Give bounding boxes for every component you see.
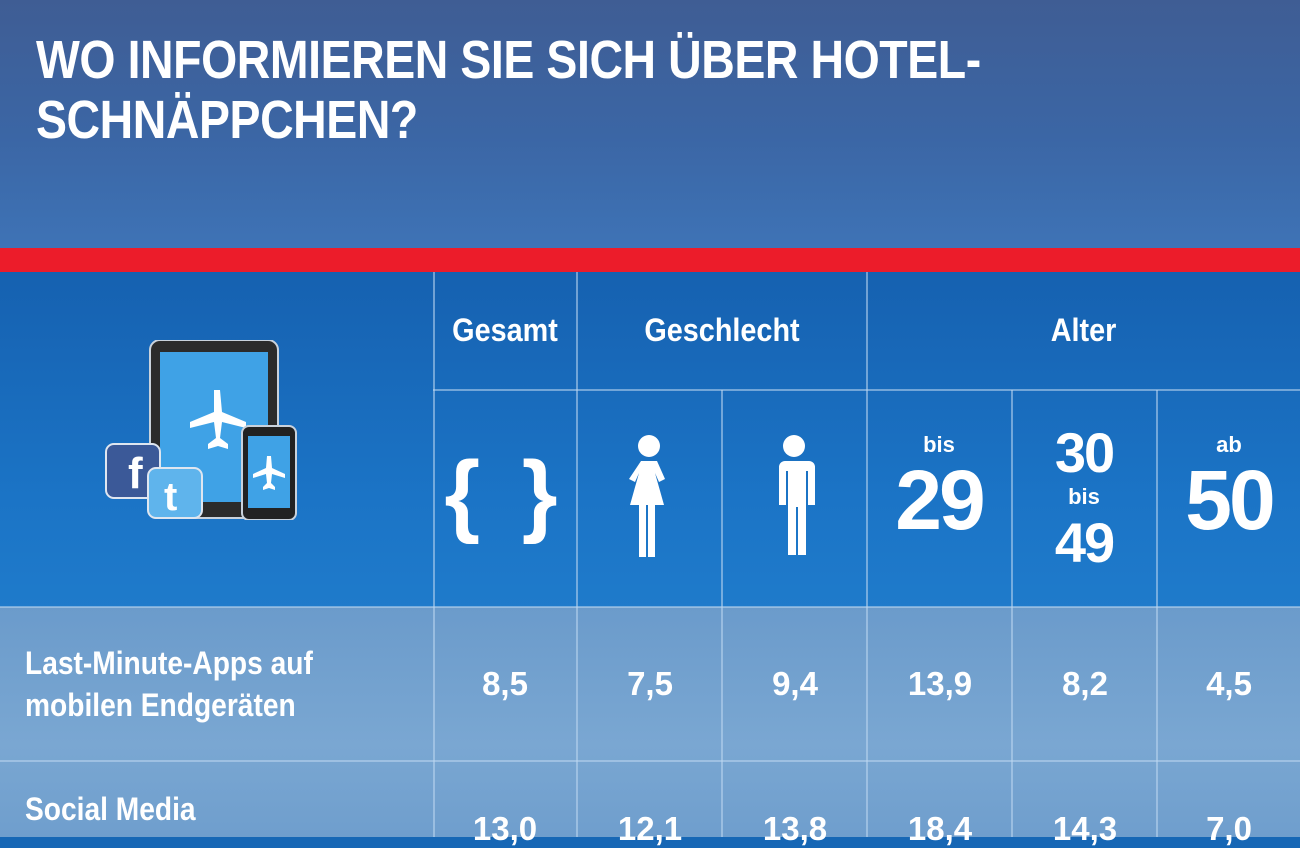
header-total: Gesamt [452, 312, 558, 348]
table-cell: 18,4 [907, 810, 973, 847]
grid-line [866, 272, 868, 837]
data-rows-background [0, 607, 1300, 837]
table-cell: 8,2 [1062, 665, 1108, 702]
table-cell: 14,3 [1052, 810, 1118, 847]
table-cell: 7,5 [627, 665, 673, 702]
row-label-line: mobilen Endgeräten [25, 687, 296, 723]
age3-prefix: ab [1216, 432, 1242, 457]
table-cell: 4,5 [1206, 665, 1252, 702]
grid-line [433, 272, 435, 837]
age2-mid: bis [1068, 484, 1100, 509]
table-cell: 12,1 [617, 810, 683, 847]
table-cell: 8,5 [482, 665, 528, 702]
woman-icon [577, 434, 721, 559]
title-line-1: WO INFORMIEREN SIE SICH ÜBER HOTEL- [36, 30, 981, 90]
age1-prefix: bis [923, 432, 955, 457]
tablet-phone-icon: f t [105, 339, 297, 521]
header-age: Alter [1050, 312, 1117, 348]
grid-line [433, 389, 1300, 391]
table-cell: 13,9 [907, 665, 973, 702]
svg-text:f: f [128, 449, 143, 498]
table-cell: 13,8 [762, 810, 828, 847]
grid-line [1156, 390, 1158, 837]
row-label-line: Social Media [25, 791, 196, 827]
total-braces-icon: { } [444, 443, 566, 545]
table-cell: 7,0 [1206, 810, 1252, 847]
grid-line [576, 272, 578, 837]
svg-text:t: t [164, 475, 177, 519]
table-cell: 9,4 [772, 665, 818, 702]
grid-line [0, 760, 1300, 762]
age3-number: 50 [1185, 453, 1275, 547]
man-icon [722, 434, 866, 559]
row-label-social: Social Media [25, 788, 196, 830]
grid-line [721, 390, 723, 837]
page-title: WO INFORMIEREN SIE SICH ÜBER HOTEL- SCHN… [36, 30, 982, 150]
title-banner: WO INFORMIEREN SIE SICH ÜBER HOTEL- SCHN… [0, 0, 1300, 248]
header-gender: Geschlecht [644, 312, 800, 348]
grid-line [0, 606, 1300, 608]
accent-bar [0, 248, 1300, 272]
twitter-icon [147, 467, 203, 519]
row-label-line: Last-Minute-Apps auf [25, 645, 313, 681]
grid-line [1011, 390, 1013, 837]
table-cell: 13,0 [472, 810, 538, 847]
devices-illustration: f t [100, 339, 300, 521]
row-label-apps: Last-Minute-Apps auf mobilen Endgeräten [25, 642, 313, 726]
age2-to: 49 [1054, 511, 1115, 574]
age2-from: 30 [1054, 421, 1115, 484]
title-line-2: SCHNÄPPCHEN? [36, 90, 418, 150]
survey-table: f t Gesamt Geschlecht Alter { } bis 29 3… [0, 272, 1300, 847]
age1-number: 29 [895, 453, 985, 547]
